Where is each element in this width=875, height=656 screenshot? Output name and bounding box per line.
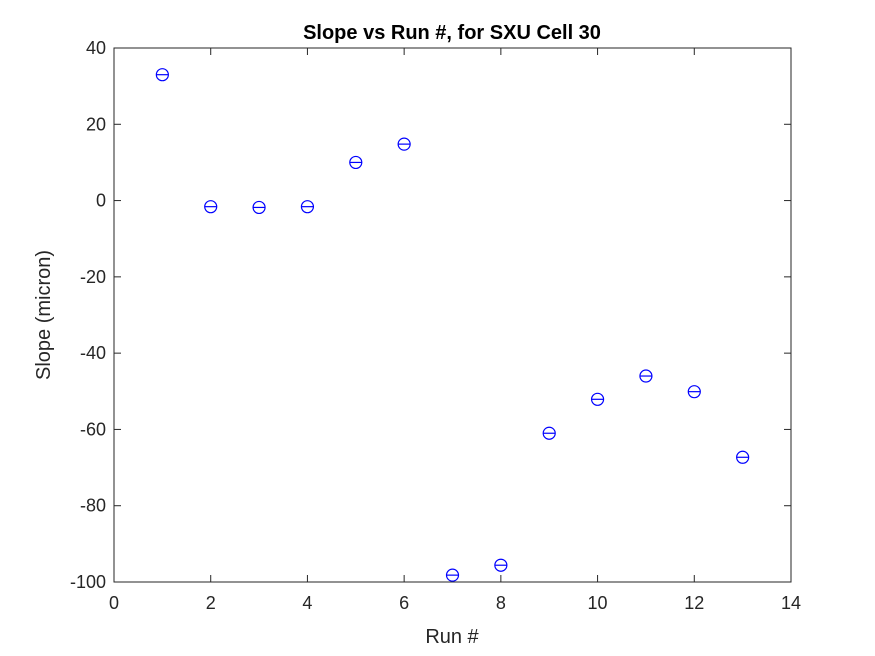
y-tick-label: 40 [86,38,106,58]
data-point [155,68,169,82]
y-tick-label: 0 [96,191,106,211]
data-point [494,558,508,572]
x-tick-label: 6 [399,593,409,613]
x-axis: 0 2 4 6 8 10 12 14 [109,48,801,613]
x-tick-label: 0 [109,593,119,613]
x-tick-label: 14 [781,593,801,613]
data-point [590,392,605,406]
x-tick-label: 4 [302,593,312,613]
y-axis: -100 -80 -60 -40 -20 0 20 40 [70,38,791,592]
y-tick-label: -100 [70,572,106,592]
y-tick-label: -80 [80,496,106,516]
axes-box [113,47,792,583]
data-point [300,200,315,214]
data-point [252,200,266,215]
x-tick-label: 2 [206,593,216,613]
y-tick-label: 20 [86,114,106,134]
data-point [445,568,460,582]
data-point [349,155,363,170]
data-point [542,426,556,440]
x-tick-label: 10 [588,593,608,613]
y-tick-label: -20 [80,267,106,287]
plot-area [113,47,792,583]
y-tick-label: -40 [80,343,106,363]
data-point [639,369,653,383]
data-point [397,137,411,151]
data-points [155,68,750,582]
chart-title: Slope vs Run #, for SXU Cell 30 [303,22,601,44]
data-point [687,385,701,399]
x-tick-label: 8 [496,593,506,613]
data-point [736,450,750,464]
y-axis-label: Slope (micron) [33,250,55,380]
y-tick-label: -60 [80,419,106,439]
x-axis-label: Run # [425,626,479,648]
data-point [204,200,218,214]
x-tick-label: 12 [684,593,704,613]
